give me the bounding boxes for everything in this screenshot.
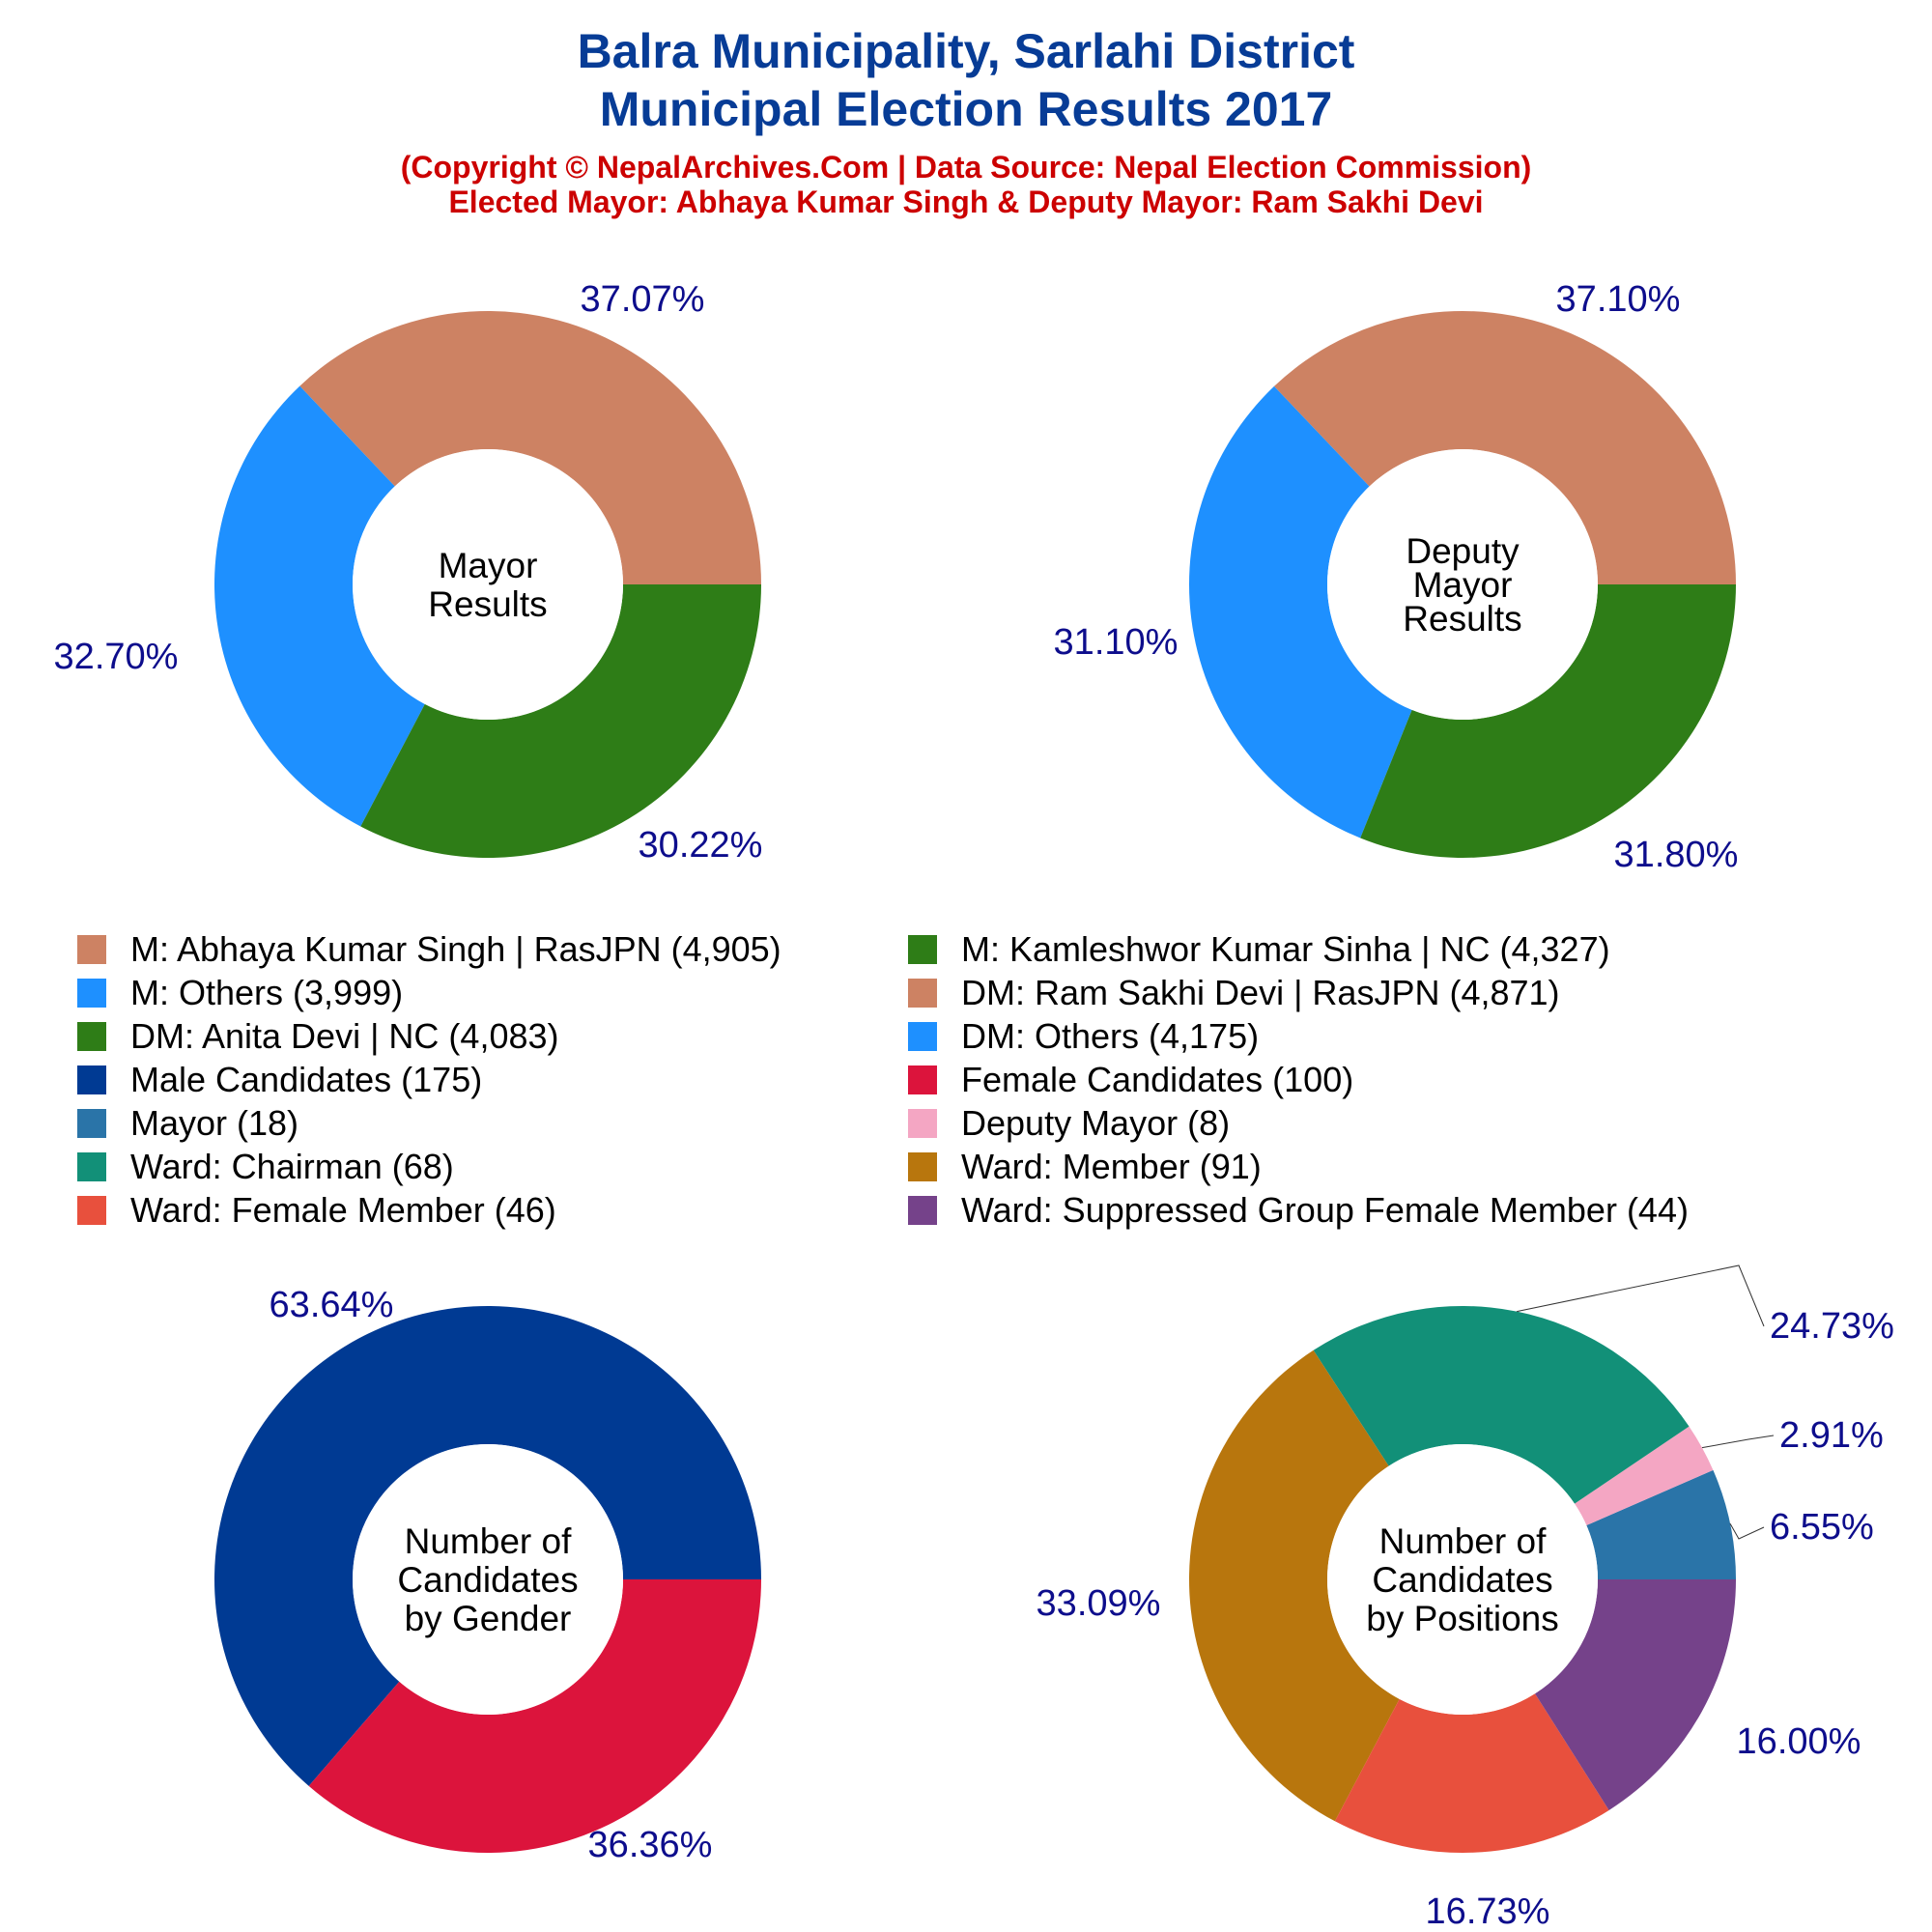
legend-item: Ward: Suppressed Group Female Member (44… (908, 1190, 1689, 1230)
donut-slice (299, 311, 761, 584)
legend-swatch (908, 1022, 937, 1051)
legend-swatch (908, 1109, 937, 1138)
slice-percent-label: 31.10% (1054, 622, 1179, 663)
legend-swatch (77, 1196, 106, 1225)
legend-swatch (908, 1196, 937, 1225)
donut-hole (353, 1444, 623, 1715)
chart-title-line2: Municipal Election Results 2017 (600, 82, 1333, 136)
donut-center-label: Number of (405, 1521, 572, 1561)
legend-swatch (77, 1022, 106, 1051)
slice-percent-label: 37.10% (1556, 279, 1681, 320)
donut-slice (1535, 1579, 1736, 1810)
donut-center-label: Results (428, 584, 547, 624)
donut-center-label: Results (1403, 599, 1521, 639)
slice-percent-label: 24.73% (1770, 1306, 1894, 1347)
donut-center-label: Number of (1379, 1521, 1547, 1561)
chart-title-line1: Balra Municipality, Sarlahi District (578, 24, 1355, 78)
legend-label: DM: Anita Devi | NC (4,083) (130, 1016, 559, 1056)
legend-swatch (77, 1152, 106, 1181)
slice-percent-label: 36.36% (588, 1825, 713, 1865)
legend-label: DM: Others (4,175) (961, 1016, 1259, 1056)
donut-slice (308, 1579, 761, 1854)
donut-slice (1586, 1469, 1736, 1579)
donut-center-label: Candidates (397, 1560, 578, 1600)
chart-subtitle-line1: (Copyright © NepalArchives.Com | Data So… (401, 150, 1532, 185)
donut-center-label: Candidates (1372, 1560, 1552, 1600)
legend-swatch (908, 1065, 937, 1094)
legend-label: M: Others (3,999) (130, 973, 403, 1012)
donut-chart-4: 6.55% 2.91% 24.73% 33.09% 16.73% 16.00% Number… (1037, 1264, 1894, 1932)
label-leader-line (1517, 1264, 1765, 1327)
slice-percent-label: 16.00% (1737, 1721, 1861, 1762)
legend-item: M: Abhaya Kumar Singh | RasJPN (4,905) (77, 929, 781, 969)
legend-swatch (77, 935, 106, 964)
slice-percent-label: 6.55% (1770, 1507, 1874, 1548)
donut-center-label: by Positions (1366, 1599, 1559, 1638)
donut-slice (360, 584, 761, 858)
donut-hole (353, 449, 623, 720)
legend-item: DM: Others (4,175) (908, 1016, 1259, 1056)
donut-slice (1273, 311, 1736, 584)
legend-swatch (77, 979, 106, 1008)
donut-center-label: Mayor (439, 546, 538, 585)
donut-slice (213, 385, 425, 827)
legend-swatch (908, 935, 937, 964)
legend-label: M: Kamleshwor Kumar Sinha | NC (4,327) (961, 929, 1610, 969)
slice-percent-label: 16.73% (1426, 1891, 1550, 1932)
legend-item: Ward: Female Member (46) (77, 1190, 556, 1230)
label-leader-line (1729, 1522, 1765, 1540)
legend-label: Ward: Suppressed Group Female Member (44… (961, 1190, 1689, 1230)
slice-percent-label: 63.64% (270, 1285, 394, 1325)
legend-item: M: Kamleshwor Kumar Sinha | NC (4,327) (908, 929, 1610, 969)
donut-slice (214, 1306, 762, 1786)
legend-swatch (908, 979, 937, 1008)
legend-label: Ward: Chairman (68) (130, 1147, 454, 1186)
legend-item: DM: Ram Sakhi Devi | RasJPN (4,871) (908, 973, 1560, 1012)
label-leader-line (1701, 1435, 1775, 1449)
donut-slice (1188, 1350, 1400, 1822)
legend-item: DM: Anita Devi | NC (4,083) (77, 1016, 559, 1056)
legend-item: Ward: Chairman (68) (77, 1147, 454, 1186)
donut-slice (1575, 1426, 1714, 1526)
legend-item: Deputy Mayor (8) (908, 1103, 1230, 1143)
donut-charts: 37.07%30.22%32.70%MayorResults37.10%31.8… (54, 279, 1894, 1932)
legend-item: Male Candidates (175) (77, 1060, 482, 1099)
donut-center-label: by Gender (405, 1599, 572, 1638)
chart-subtitle-line2: Elected Mayor: Abhaya Kumar Singh & Depu… (448, 185, 1483, 219)
legend-swatch (77, 1109, 106, 1138)
donut-center-label: Deputy (1406, 531, 1520, 571)
donut-center-label: Mayor (1413, 565, 1513, 605)
legend-item: Ward: Member (91) (908, 1147, 1262, 1186)
legend-label: Male Candidates (175) (130, 1060, 482, 1099)
slice-percent-label: 37.07% (581, 279, 705, 320)
slice-percent-label: 32.70% (54, 637, 179, 677)
slice-percent-label: 33.09% (1037, 1583, 1161, 1624)
legend-item: Mayor (18) (77, 1103, 298, 1143)
donut-hole (1327, 449, 1598, 720)
donut-slice (1334, 1693, 1609, 1853)
legend-label: Deputy Mayor (8) (961, 1103, 1230, 1143)
legend-label: Ward: Female Member (46) (130, 1190, 556, 1230)
legend-swatch (77, 1065, 106, 1094)
legend-swatch (908, 1152, 937, 1181)
donut-slice (1189, 385, 1412, 838)
legend: M: Abhaya Kumar Singh | RasJPN (4,905) M:… (77, 929, 1689, 1230)
donut-slice (1360, 584, 1737, 859)
slice-percent-label: 30.22% (639, 825, 763, 866)
legend-label: Female Candidates (100) (961, 1060, 1353, 1099)
legend-label: DM: Ram Sakhi Devi | RasJPN (4,871) (961, 973, 1560, 1012)
legend-item: Female Candidates (100) (908, 1060, 1353, 1099)
legend-label: M: Abhaya Kumar Singh | RasJPN (4,905) (130, 929, 781, 969)
legend-label: Mayor (18) (130, 1103, 298, 1143)
slice-percent-label: 2.91% (1779, 1415, 1884, 1456)
legend-label: Ward: Member (91) (961, 1147, 1262, 1186)
donut-slice (1313, 1306, 1690, 1504)
slice-percent-label: 31.80% (1614, 835, 1739, 875)
donut-hole (1327, 1444, 1598, 1715)
legend-item: M: Others (3,999) (77, 973, 403, 1012)
